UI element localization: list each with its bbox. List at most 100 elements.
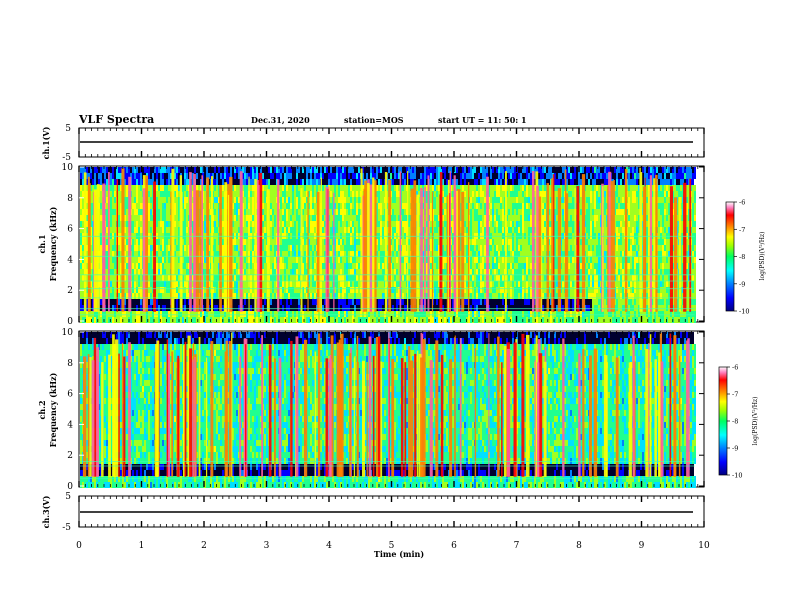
spec-cell (476, 191, 478, 197)
spec-cell (356, 221, 358, 227)
spec-cell (100, 209, 102, 215)
spec-cell (246, 251, 248, 257)
spec-cell (426, 257, 428, 263)
spec-cell (256, 167, 258, 173)
spec-cell (186, 275, 188, 281)
spec-cell (98, 179, 100, 185)
spec-cell (334, 275, 336, 281)
spec-cell (178, 269, 180, 275)
spec-cell (186, 269, 188, 275)
spec-cell (198, 317, 200, 323)
spec-cell (252, 209, 254, 215)
spec-cell (376, 257, 378, 263)
spec-cell (346, 275, 348, 281)
spec-cell (120, 179, 122, 185)
spec-cell (204, 239, 206, 245)
spec-cell (348, 281, 350, 287)
spec-cell (398, 257, 400, 263)
spec-cell (422, 311, 424, 317)
spec-cell (414, 167, 416, 173)
spec-cell (488, 293, 490, 299)
spec-cell (380, 305, 382, 311)
spec-cell (250, 263, 252, 269)
spec-cell (218, 191, 220, 197)
spec-cell (332, 209, 334, 215)
spec-cell (286, 251, 288, 257)
spec-cell (238, 251, 240, 257)
spec-cell (480, 257, 482, 263)
spec-cell (480, 209, 482, 215)
spec-cell (148, 281, 150, 287)
spec-cell (280, 215, 282, 221)
spec-cell (272, 185, 274, 191)
spec-cell (286, 293, 288, 299)
spec-cell (398, 215, 400, 221)
spec-cell (406, 209, 408, 215)
spec-cell (314, 311, 316, 317)
spec-cell (422, 185, 424, 191)
spec-cell (464, 317, 466, 323)
spec-cell (222, 209, 224, 215)
spec-cell (352, 197, 354, 203)
spec-cell (450, 317, 452, 323)
spec-cell (358, 245, 360, 251)
spec-cell (240, 317, 242, 323)
spec-cell (280, 173, 282, 179)
spec-cell (334, 227, 336, 233)
spec-cell (214, 311, 216, 317)
spec-cell (80, 269, 82, 275)
spec-cell (312, 299, 314, 305)
spec-cell (474, 221, 476, 227)
spec-cell (330, 245, 332, 251)
spec-cell (242, 317, 244, 323)
spec-cell (92, 275, 94, 281)
spec-cell (464, 215, 466, 221)
spec-cell (126, 275, 128, 281)
spec-cell (310, 245, 312, 251)
spec-cell (244, 239, 246, 245)
spec-cell (480, 245, 482, 251)
spec-cell (272, 281, 274, 287)
spec-cell (226, 179, 228, 185)
spec-cell (478, 245, 480, 251)
spec-cell (94, 173, 96, 179)
spec-cell (222, 239, 224, 245)
spec-cell (152, 179, 154, 185)
spec-cell (330, 209, 332, 215)
spec-cell (218, 263, 220, 269)
spec-cell (136, 281, 138, 287)
spec-cell (188, 245, 190, 251)
spec-cell (398, 167, 400, 173)
spec-cell (112, 269, 114, 275)
spec-cell (380, 299, 382, 305)
spec-cell (302, 257, 304, 263)
spec-cell (398, 239, 400, 245)
spec-cell (320, 173, 322, 179)
spec-cell (104, 179, 106, 185)
spec-cell (140, 305, 142, 311)
spec-cell (156, 305, 158, 311)
spec-cell (430, 293, 432, 299)
spec-cell (302, 239, 304, 245)
spec-cell (322, 281, 324, 287)
spec-cell (216, 251, 218, 257)
spec-cell (304, 311, 306, 317)
spec-cell (222, 275, 224, 281)
spec-cell (498, 263, 500, 269)
spec-cell (100, 197, 102, 203)
spec-cell (80, 185, 82, 191)
spec-cell (314, 185, 316, 191)
spec-cell (498, 191, 500, 197)
spec-cell (160, 269, 162, 275)
spec-cell (106, 215, 108, 221)
spec-cell (288, 191, 290, 197)
spec-cell (234, 251, 236, 257)
spec-cell (90, 311, 92, 317)
spec-cell (342, 293, 344, 299)
spec-cell (450, 281, 452, 287)
spec-cell (462, 173, 464, 179)
spec-cell (188, 263, 190, 269)
spec-cell (298, 305, 300, 311)
spec-cell (262, 317, 264, 323)
spec-cell (438, 167, 440, 173)
